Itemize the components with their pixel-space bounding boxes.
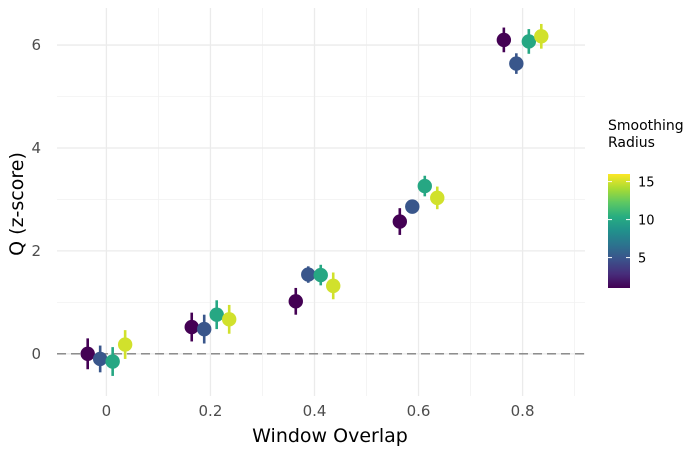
major-gridlines <box>57 8 585 396</box>
legend-tick-label: 15 <box>638 176 655 191</box>
data-point <box>509 56 524 71</box>
legend-title-line: Smoothing <box>608 118 684 134</box>
y-axis-title: Q (z-score) <box>6 152 28 256</box>
data-point <box>430 190 445 206</box>
data-point <box>313 267 328 283</box>
x-axis-title: Window Overlap <box>252 425 408 447</box>
data-point <box>392 214 408 229</box>
x-tick-label: 0.4 <box>303 402 327 420</box>
data-point <box>184 319 199 335</box>
x-tick-label: 0 <box>102 402 112 420</box>
data-point <box>301 267 316 282</box>
data-point <box>209 307 224 322</box>
minor-gridlines <box>57 8 585 396</box>
legend-tick-label: 10 <box>638 214 655 229</box>
legend-ticks: 5 10 15 <box>608 176 655 267</box>
data-point <box>117 337 133 352</box>
y-tick-label: 2 <box>31 242 41 260</box>
data-points <box>80 29 549 369</box>
x-tick-label: 0.2 <box>199 402 223 420</box>
y-tick-label: 6 <box>31 36 41 54</box>
data-point <box>197 321 212 337</box>
x-axis-ticks: 0 0.2 0.4 0.6 0.8 <box>102 402 535 420</box>
x-tick-label: 0.8 <box>511 402 535 420</box>
data-point <box>221 312 237 327</box>
data-point <box>105 354 120 369</box>
data-point <box>92 351 108 367</box>
legend-title: Smoothing Radius <box>608 118 684 151</box>
legend-tick-label: 5 <box>638 252 646 267</box>
legend-title-line: Radius <box>608 135 655 151</box>
data-point <box>521 34 537 49</box>
data-point <box>534 29 549 44</box>
y-axis-ticks: 0 2 4 6 <box>31 36 41 363</box>
y-tick-label: 0 <box>31 345 41 363</box>
legend-colorbar <box>608 174 630 288</box>
data-point <box>80 346 95 362</box>
x-tick-label: 0.6 <box>407 402 431 420</box>
color-legend: Smoothing Radius 5 10 15 <box>608 118 684 288</box>
data-point <box>405 199 420 214</box>
data-point <box>326 278 341 294</box>
data-point <box>288 294 303 309</box>
data-point <box>496 32 512 48</box>
y-tick-label: 4 <box>31 139 41 157</box>
data-point <box>417 178 432 194</box>
